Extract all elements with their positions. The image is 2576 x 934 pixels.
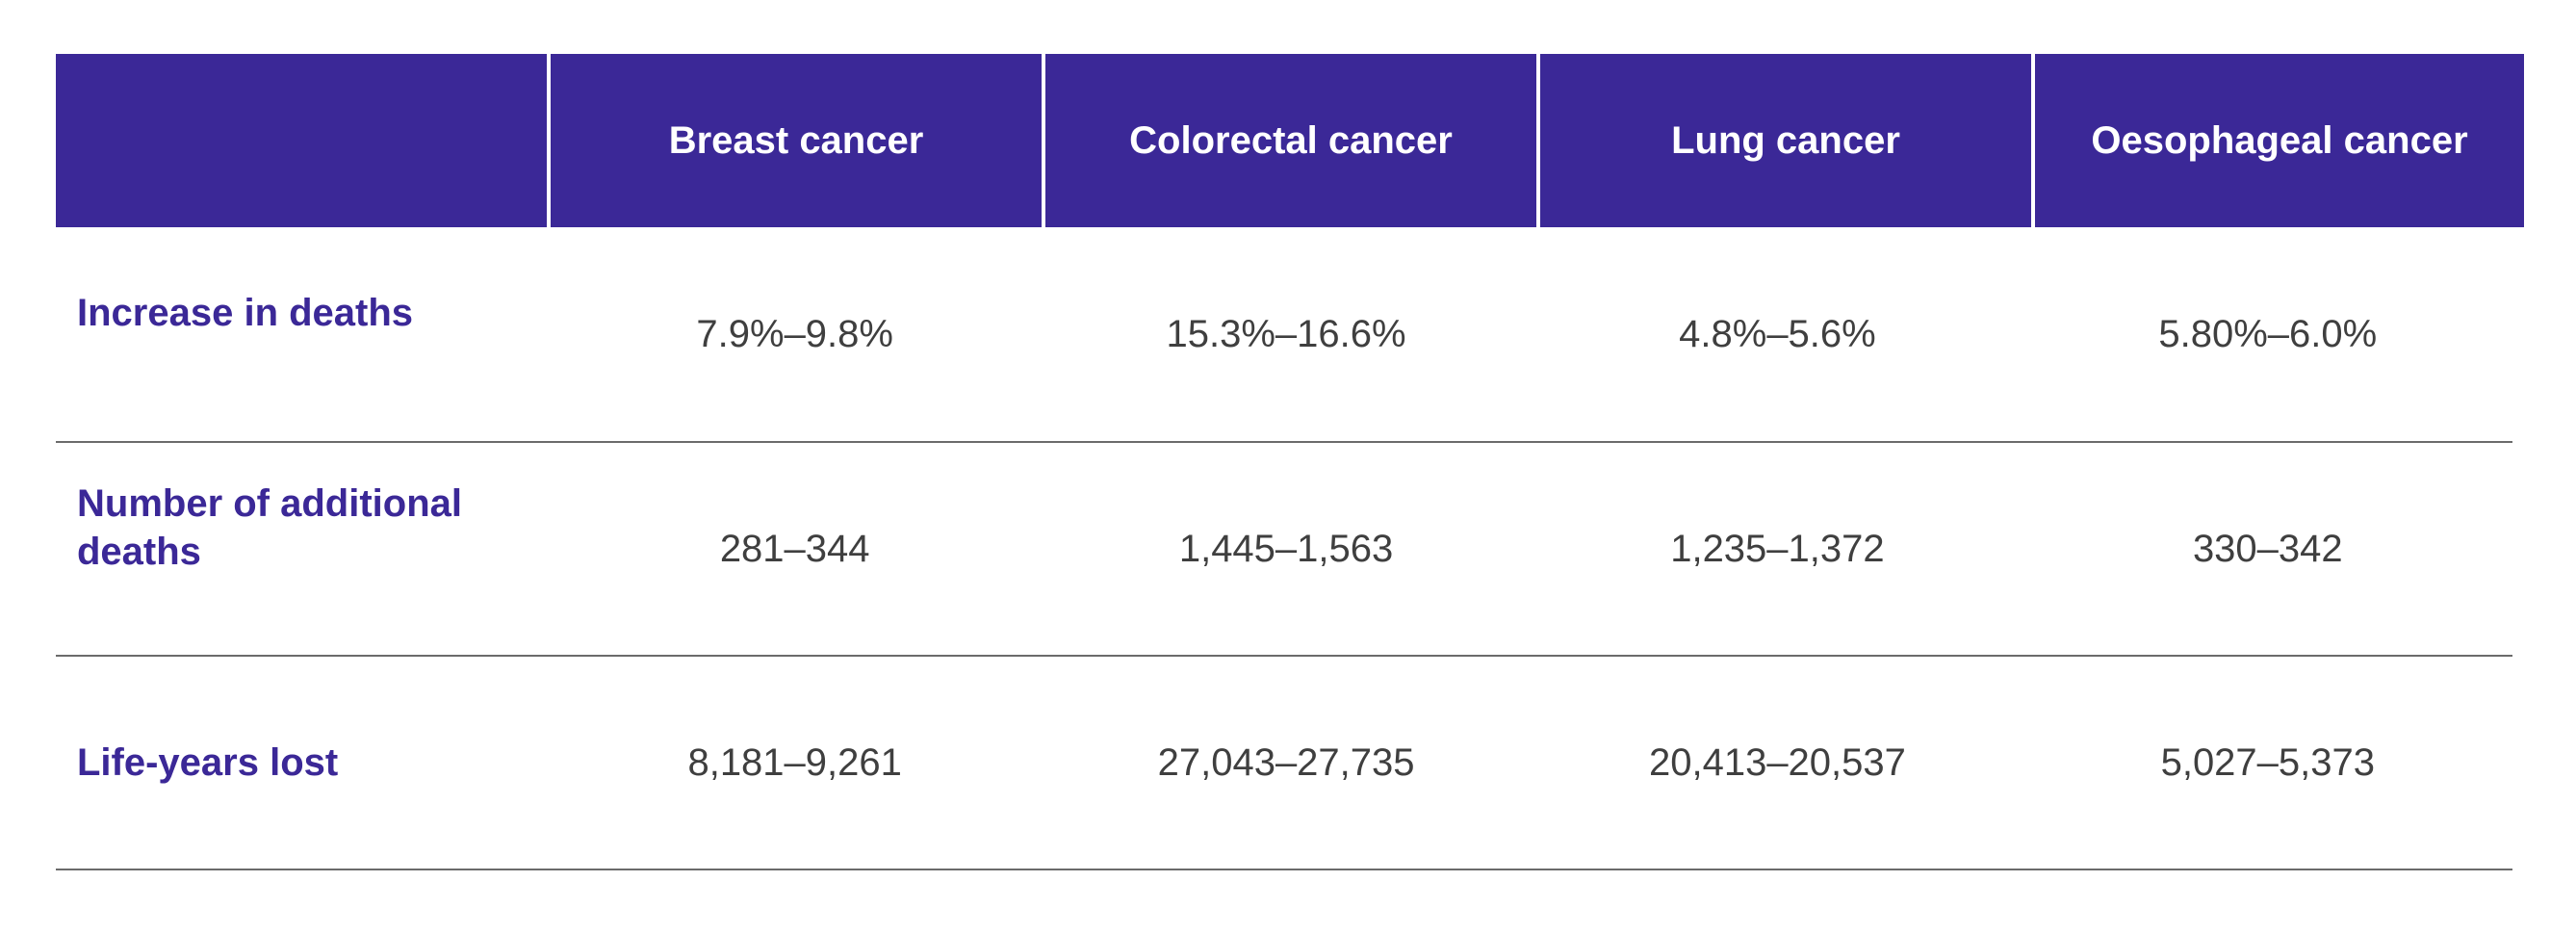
table-cell: 5,027–5,373 <box>2160 740 2376 784</box>
table-cell: 1,445–1,563 <box>1178 527 1394 570</box>
table-cell: 5.80%–6.0% <box>2158 312 2378 355</box>
table-row: Life-years lost 8,181–9,261 27,043–27,73… <box>56 657 2512 870</box>
header-cell-oesophageal-cancer: Oesophageal cancer <box>2035 54 2524 227</box>
header-cell-empty <box>56 54 547 227</box>
row-label-number-of-additional-deaths: Number of additional deaths <box>77 482 462 573</box>
table-cell: 281–344 <box>719 527 870 570</box>
header-cell-breast-cancer: Breast cancer <box>551 54 1042 227</box>
table-row: Increase in deaths 7.9%–9.8% 15.3%–16.6%… <box>56 227 2512 443</box>
table-cell: 4.8%–5.6% <box>1679 312 1876 355</box>
table-cell: 27,043–27,735 <box>1157 740 1415 784</box>
header-cell-colorectal-cancer: Colorectal cancer <box>1045 54 1536 227</box>
table-header-row: Breast cancer Colorectal cancer Lung can… <box>56 54 2524 227</box>
table-cell: 15.3%–16.6% <box>1166 312 1406 355</box>
table-row: Number of additional deaths 281–344 1,44… <box>56 443 2512 657</box>
table-cell: 1,235–1,372 <box>1670 527 1885 570</box>
table-cell: 7.9%–9.8% <box>696 312 893 355</box>
table-cell: 8,181–9,261 <box>687 740 902 784</box>
row-label-life-years-lost: Life-years lost <box>77 741 339 784</box>
data-table: Breast cancer Colorectal cancer Lung can… <box>56 54 2524 870</box>
table-cell: 20,413–20,537 <box>1648 740 1906 784</box>
table-cell: 330–342 <box>2192 527 2343 570</box>
header-cell-lung-cancer: Lung cancer <box>1540 54 2031 227</box>
row-label-increase-in-deaths: Increase in deaths <box>77 292 414 334</box>
